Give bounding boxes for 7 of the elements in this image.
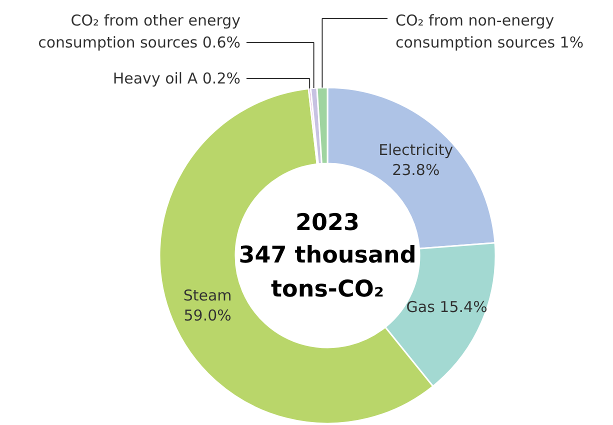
slice-label: Heavy oil A 0.2% [112, 70, 240, 88]
slice-label: Electricity [378, 141, 454, 160]
data-label: 23.8% [392, 161, 440, 180]
slice-label: CO₂ from non-energy consumption sources 1% [396, 12, 584, 52]
slice-label: CO₂ from other energy consumption sources 0.6% [38, 12, 241, 52]
slice-label: Steam [183, 286, 232, 305]
data-label: 59.0% [184, 306, 232, 325]
